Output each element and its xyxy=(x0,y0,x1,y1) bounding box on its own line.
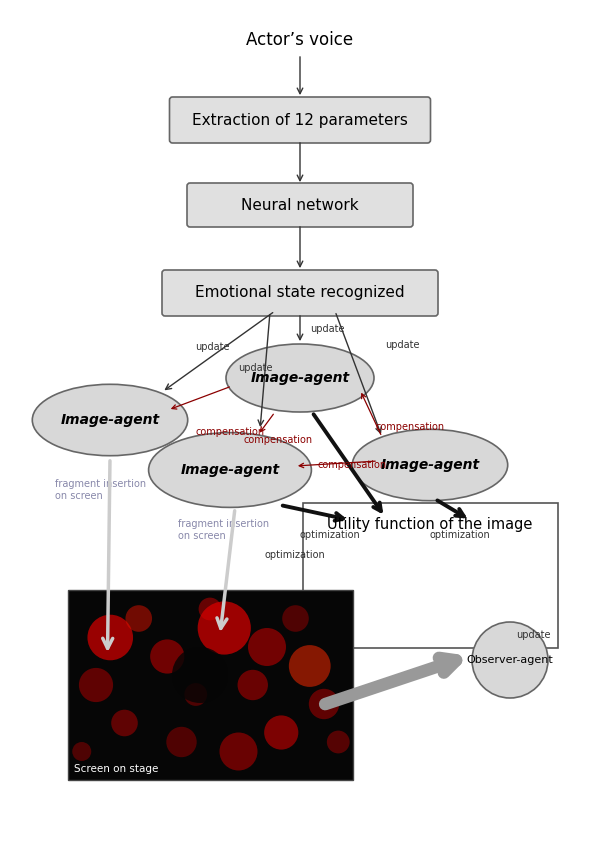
Text: Image-agent: Image-agent xyxy=(380,458,479,472)
Circle shape xyxy=(199,597,221,620)
Text: fragment insertion
on screen: fragment insertion on screen xyxy=(55,479,146,501)
Text: Image-agent: Image-agent xyxy=(250,371,350,385)
FancyBboxPatch shape xyxy=(187,183,413,227)
Circle shape xyxy=(166,727,197,757)
Text: Screen on stage: Screen on stage xyxy=(74,764,158,774)
Text: optimization: optimization xyxy=(430,530,490,540)
Circle shape xyxy=(184,683,207,706)
Text: compensation: compensation xyxy=(317,460,386,470)
Circle shape xyxy=(150,639,184,674)
Circle shape xyxy=(238,670,268,700)
Text: compensation: compensation xyxy=(195,427,264,437)
Circle shape xyxy=(111,710,138,736)
Circle shape xyxy=(472,622,548,698)
Ellipse shape xyxy=(149,433,311,508)
Text: optimization: optimization xyxy=(265,550,325,560)
Ellipse shape xyxy=(32,384,188,456)
Circle shape xyxy=(248,628,286,666)
Text: update: update xyxy=(385,340,419,350)
Text: update: update xyxy=(516,630,551,640)
Text: update: update xyxy=(238,363,272,373)
Text: Utility function of the image: Utility function of the image xyxy=(328,517,533,532)
Circle shape xyxy=(289,645,331,687)
Text: fragment insertion
on screen: fragment insertion on screen xyxy=(178,519,269,541)
Circle shape xyxy=(125,605,152,632)
Text: Image-agent: Image-agent xyxy=(181,463,280,477)
Bar xyxy=(67,590,353,780)
Text: Emotional state recognized: Emotional state recognized xyxy=(195,285,405,301)
Circle shape xyxy=(282,605,309,632)
Circle shape xyxy=(197,602,251,654)
Circle shape xyxy=(79,668,113,702)
Text: optimization: optimization xyxy=(299,530,361,540)
Bar xyxy=(302,503,557,648)
Circle shape xyxy=(264,716,298,750)
Circle shape xyxy=(72,742,91,761)
Circle shape xyxy=(172,647,228,703)
FancyBboxPatch shape xyxy=(170,97,431,143)
Circle shape xyxy=(88,614,133,660)
FancyBboxPatch shape xyxy=(162,270,438,316)
Ellipse shape xyxy=(352,429,508,501)
Text: compensation: compensation xyxy=(244,435,313,445)
Text: Neural network: Neural network xyxy=(241,198,359,212)
Circle shape xyxy=(327,731,350,753)
Text: Observer-agent: Observer-agent xyxy=(467,655,553,665)
Circle shape xyxy=(309,688,339,719)
Text: Extraction of 12 parameters: Extraction of 12 parameters xyxy=(192,112,408,128)
Text: Image-agent: Image-agent xyxy=(61,413,160,427)
Text: update: update xyxy=(195,342,229,352)
Ellipse shape xyxy=(226,344,374,412)
Text: Actor’s voice: Actor’s voice xyxy=(247,31,353,49)
Text: compensation: compensation xyxy=(375,422,444,432)
Circle shape xyxy=(220,733,257,770)
Text: update: update xyxy=(310,324,344,333)
